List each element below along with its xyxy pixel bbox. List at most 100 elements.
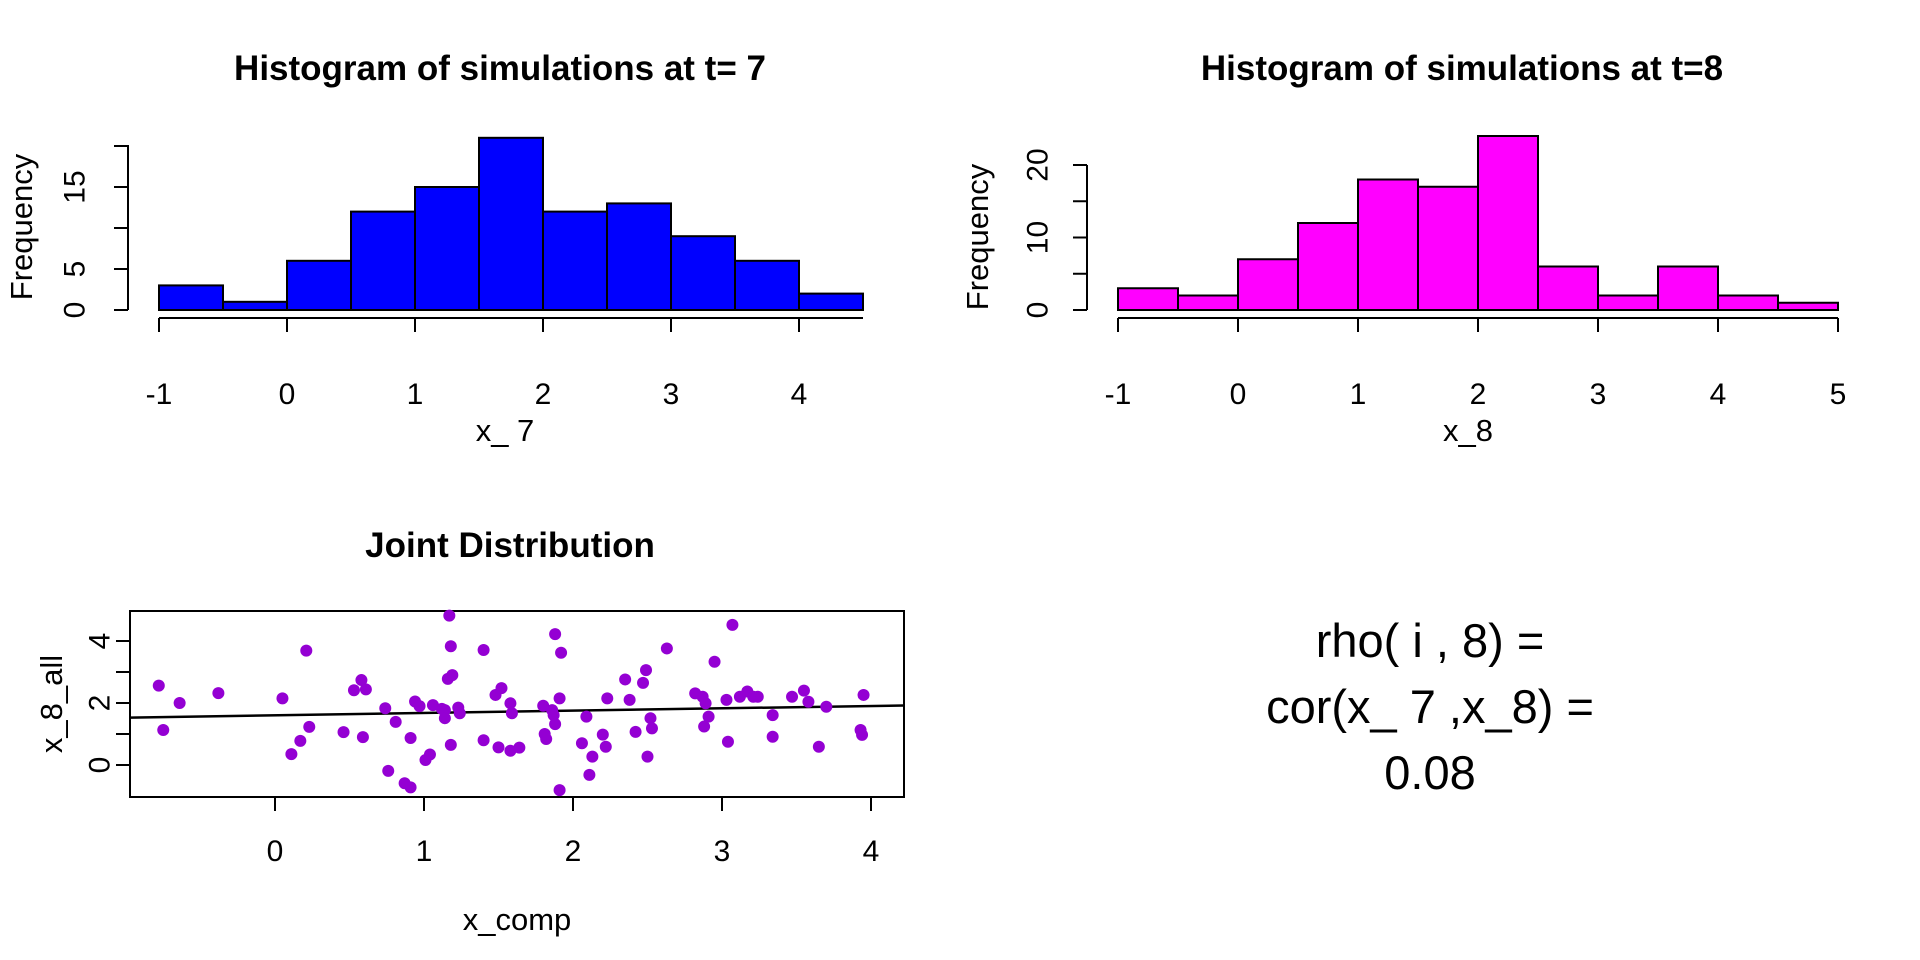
scatter-point [640, 664, 653, 677]
scatter-plot: 0 1 2 3 4 0 2 4 [84, 609, 905, 868]
scatter-point [547, 709, 560, 722]
plot-box [129, 610, 905, 798]
x-tick-label: 5 [1830, 378, 1847, 411]
scatter-point [337, 726, 350, 739]
scatter-point [619, 673, 632, 686]
hist-t7-plot: 0 5 15 -1 0 1 2 3 4 [59, 136, 864, 411]
histogram-bar [798, 292, 864, 312]
histogram-bar [1777, 301, 1839, 311]
scatter-point [173, 697, 186, 709]
scatter-point [802, 695, 815, 708]
scatter-point [477, 643, 490, 656]
scatter-point [599, 740, 612, 753]
scatter-point [413, 700, 426, 713]
x-tick-label: 3 [1590, 378, 1607, 411]
scatter-point [751, 690, 764, 703]
scatter-point [423, 748, 436, 761]
scatter-point [444, 640, 457, 653]
scatter-point [438, 712, 451, 725]
histogram-bar [1477, 135, 1539, 311]
scatter-point [812, 740, 825, 753]
scatter-point [699, 697, 712, 710]
correlation-line-1: rho( i , 8) = [1316, 614, 1545, 667]
scatter-xlabel: x_comp [463, 902, 572, 937]
scatter-point [708, 655, 721, 668]
scatter-point [637, 676, 650, 689]
histogram-bar [1237, 258, 1299, 311]
scatter-point [797, 684, 810, 697]
scatter-point [540, 732, 553, 745]
scatter-point [786, 690, 799, 703]
scatter-point [477, 734, 490, 747]
histogram-bar [1537, 265, 1599, 311]
x-tick-label: 1 [407, 378, 424, 411]
panel-correlation-text: rho( i , 8) = cor(x_ 7 ,x_8) = 0.08 [1266, 614, 1594, 799]
y-tick-label: 5 [59, 261, 92, 278]
x-tick-label: 3 [714, 835, 731, 868]
scatter-point [586, 750, 599, 763]
correlation-line-2: cor(x_ 7 ,x_8) = [1266, 680, 1594, 733]
histogram-bar [158, 284, 224, 311]
hist-t7-title: Histogram of simulations at t= 7 [234, 49, 766, 88]
x-tick-label: 2 [1470, 378, 1487, 411]
scatter-point [347, 684, 360, 697]
scatter-point [404, 781, 417, 794]
scatter-point [583, 768, 596, 781]
histogram-bar [222, 300, 288, 311]
histogram-bar [1357, 178, 1419, 311]
y-tick-label: 0 [59, 302, 92, 319]
scatter-point [553, 692, 566, 705]
histogram-bar [1657, 265, 1719, 311]
scatter-point [857, 688, 870, 701]
x-tick-label: 1 [1350, 378, 1367, 411]
scatter-point [359, 683, 372, 696]
scatter-point [492, 741, 505, 754]
scatter-point [276, 692, 289, 705]
scatter-point [446, 669, 459, 682]
y-tick-label: 2 [84, 695, 117, 712]
scatter-point [644, 712, 657, 725]
hist-t7-ylabel: Frequency [4, 153, 39, 300]
x-tick-label: 4 [1710, 378, 1727, 411]
y-tick-label: 0 [1022, 302, 1055, 319]
x-tick-label: 0 [279, 378, 296, 411]
histogram-bar [1417, 185, 1479, 311]
y-tick-label: 20 [1022, 148, 1055, 181]
scatter-point [629, 725, 642, 738]
x-tick-label: 2 [565, 835, 582, 868]
scatter-point [157, 723, 170, 736]
scatter-point [300, 644, 313, 657]
x-tick-label: 4 [863, 835, 880, 868]
histogram-bar [1717, 294, 1779, 311]
scatter-point [549, 628, 562, 641]
scatter-point [285, 748, 298, 761]
scatter-point [641, 750, 654, 763]
scatter-point [623, 693, 636, 706]
hist-t8-ylabel: Frequency [960, 163, 995, 310]
scatter-point [505, 707, 518, 720]
scatter-point [513, 741, 526, 754]
histogram-bar [286, 259, 352, 311]
scatter-point [720, 693, 733, 706]
panel-scatter-joint: Joint Distribution 0 1 2 3 4 0 2 4 x_comp x_8_a… [34, 526, 905, 937]
histogram-bar [542, 210, 608, 312]
hist-t7-xlabel: x_ 7 [476, 413, 535, 448]
histogram-bar [1597, 294, 1659, 311]
scatter-point [537, 699, 550, 712]
scatter-point [495, 682, 508, 695]
hist-t8-xlabel: x_8 [1443, 413, 1493, 448]
scatter-point [601, 692, 614, 705]
histogram-bar [734, 259, 800, 311]
scatter-point [389, 715, 402, 728]
x-tick-label: 1 [416, 835, 433, 868]
scatter-title: Joint Distribution [365, 526, 655, 565]
scatter-point [856, 728, 869, 741]
scatter-point [555, 646, 568, 659]
scatter-point [549, 718, 562, 731]
histogram-bar [1297, 222, 1359, 311]
x-tick-label: -1 [1105, 378, 1132, 411]
scatter-point [660, 642, 673, 655]
